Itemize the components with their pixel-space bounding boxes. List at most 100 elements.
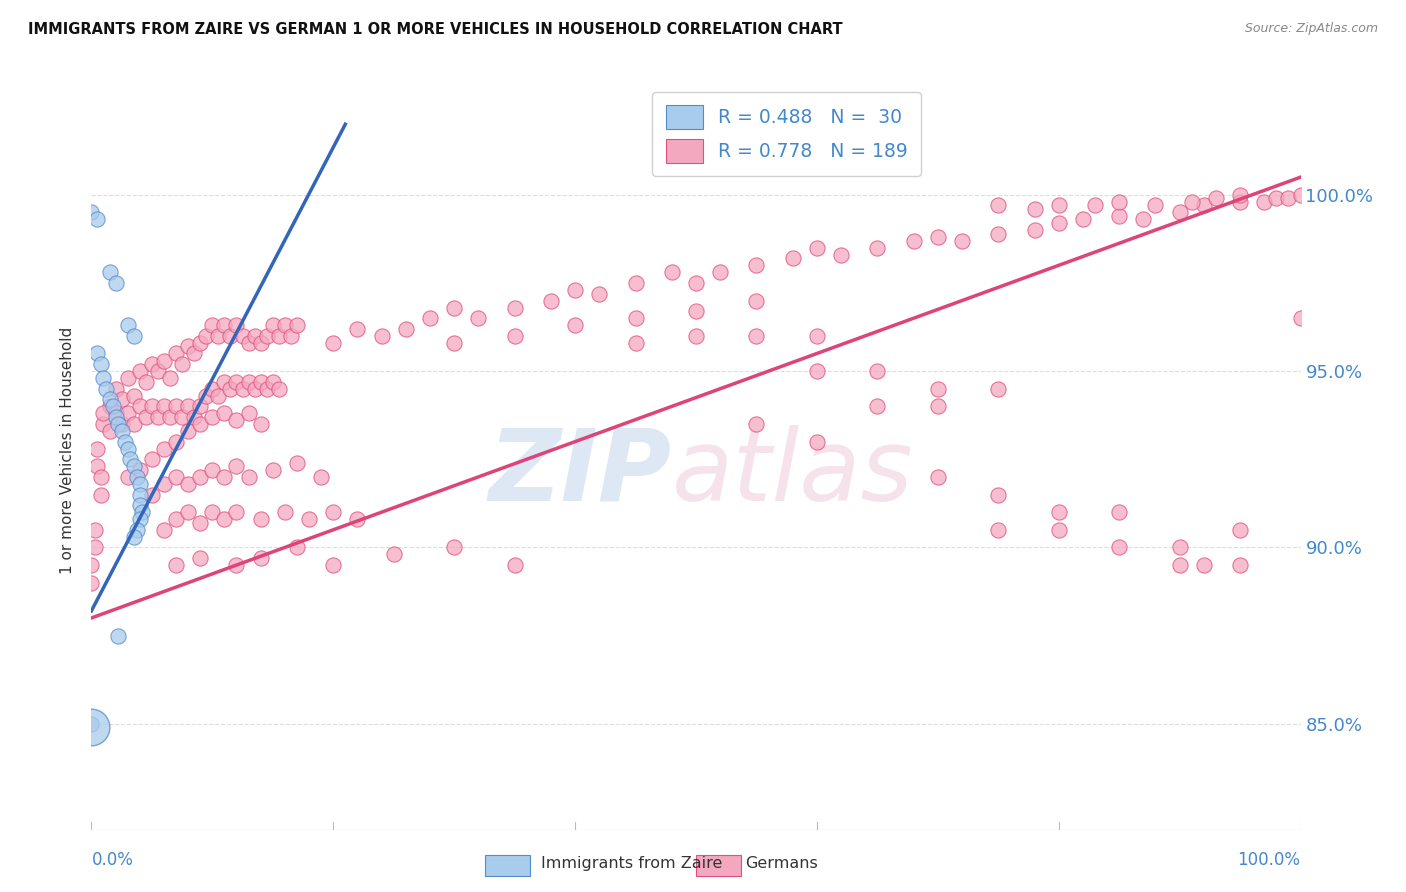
Point [117,442,139,456]
Point [503,301,526,315]
Point [274,505,297,519]
Point [214,375,236,389]
Point [1168,205,1191,219]
Point [135,409,157,424]
Point [1108,541,1130,555]
Text: ZIP: ZIP [489,425,672,522]
Point [141,452,163,467]
Point [225,318,247,333]
Point [86,459,108,474]
Point [1168,558,1191,572]
Point [86,212,108,227]
Point [201,409,224,424]
Text: Source: ZipAtlas.com: Source: ZipAtlas.com [1244,22,1378,36]
Point [177,400,200,414]
Point [201,382,224,396]
Point [249,375,271,389]
Point [987,382,1010,396]
Point [80,575,103,590]
Point [280,329,302,343]
Point [93,371,115,385]
Point [503,329,526,343]
Point [183,409,205,424]
Point [745,293,768,308]
Point [225,413,247,427]
Point [104,406,127,420]
Point [987,227,1010,241]
Point [443,301,465,315]
Point [165,558,187,572]
Point [927,382,949,396]
Point [111,417,132,431]
Point [1192,558,1215,572]
Point [93,417,115,431]
Point [262,463,284,477]
Point [90,357,112,371]
Point [624,311,647,326]
Point [153,442,176,456]
Point [1132,212,1154,227]
Point [188,516,211,530]
Point [866,364,889,378]
Point [201,505,224,519]
Point [159,409,181,424]
Point [1084,198,1107,212]
Point [84,541,107,555]
Point [225,375,247,389]
Point [117,318,139,333]
Point [745,329,768,343]
Point [830,248,852,262]
Point [382,548,405,562]
Point [94,382,117,396]
Point [128,364,150,378]
Point [782,252,804,266]
Point [249,417,271,431]
Point [322,558,344,572]
Point [238,335,260,350]
Point [419,311,441,326]
Point [624,335,647,350]
Point [1024,202,1046,216]
Point [806,241,828,255]
Point [165,470,187,484]
Point [1229,194,1251,209]
Point [1047,198,1070,212]
Point [285,318,308,333]
Point [188,470,211,484]
Point [93,406,115,420]
Point [540,293,562,308]
Point [262,375,284,389]
Point [806,434,828,449]
Point [80,205,103,219]
Point [1229,523,1251,537]
Point [927,230,949,244]
Text: Immigrants from Zaire: Immigrants from Zaire [541,856,723,871]
Point [370,329,392,343]
Point [188,551,211,566]
Point [243,382,266,396]
Point [122,329,145,343]
Point [249,551,271,566]
Point [135,375,157,389]
Text: Germans: Germans [745,856,818,871]
Point [285,456,308,470]
Point [1265,191,1288,205]
Point [624,276,647,290]
Point [225,459,247,474]
Point [114,434,136,449]
Point [122,417,145,431]
Point [267,382,290,396]
Point [588,286,610,301]
Point [249,335,271,350]
Point [183,346,205,360]
Point [1108,209,1130,223]
Point [165,400,187,414]
Point [1289,187,1312,202]
Point [111,392,132,407]
Point [238,375,260,389]
Point [107,629,129,643]
Point [1168,541,1191,555]
Point [709,265,731,279]
Point [231,329,253,343]
Point [90,487,112,501]
